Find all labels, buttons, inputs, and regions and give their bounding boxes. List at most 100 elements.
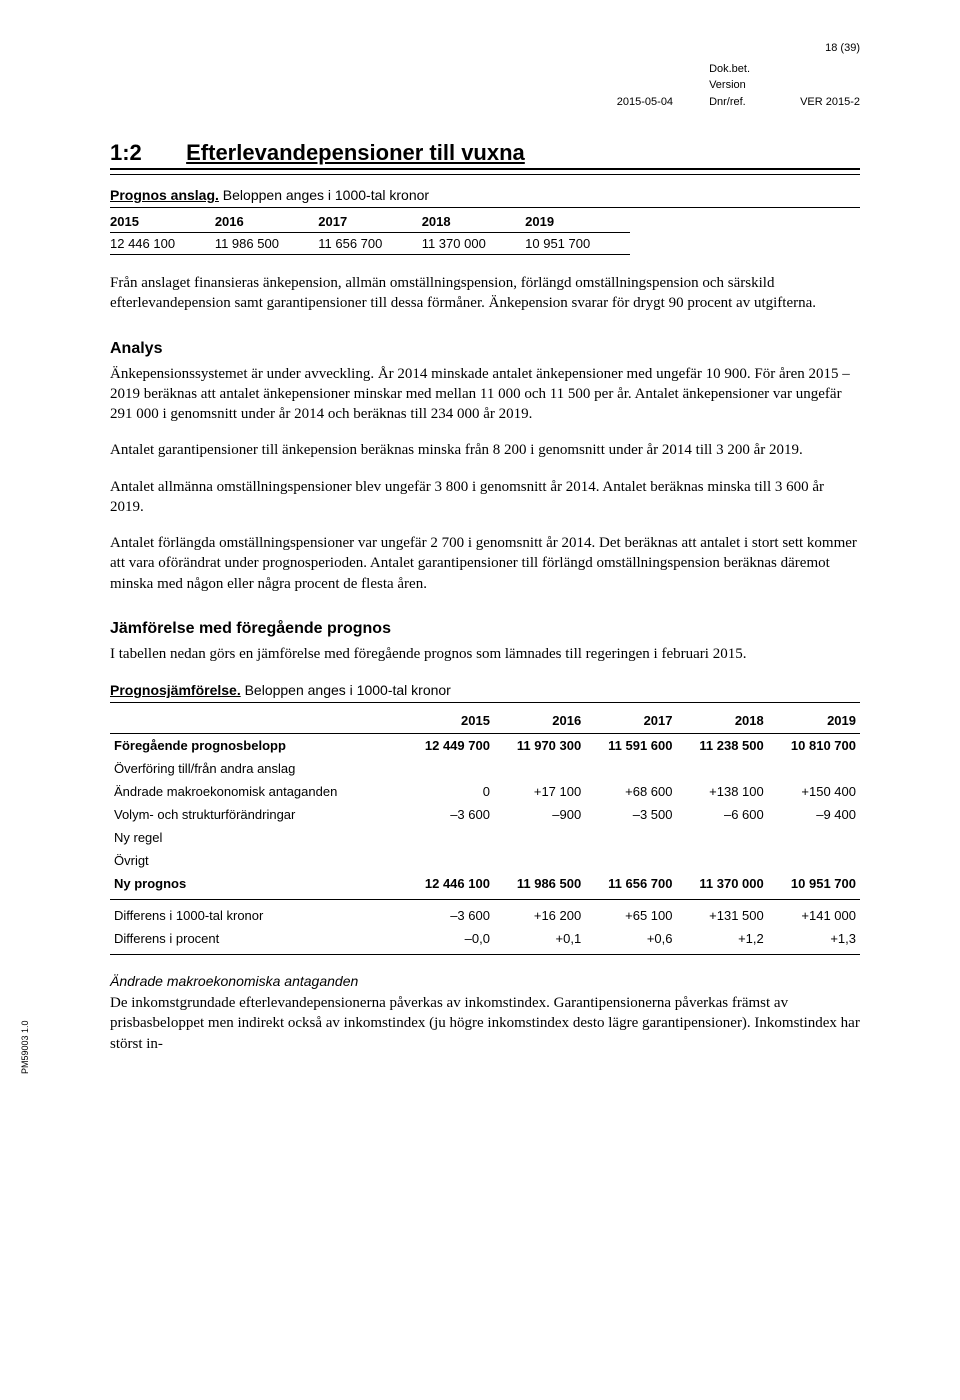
table-cell: –900 bbox=[494, 803, 585, 826]
table-cell: +150 400 bbox=[768, 780, 860, 803]
table-cell: –6 600 bbox=[676, 803, 767, 826]
table-cell: +0,1 bbox=[494, 927, 585, 955]
section-number: 1:2 bbox=[110, 140, 180, 166]
table-cell bbox=[402, 826, 494, 849]
table-cell bbox=[494, 826, 585, 849]
sub-heading: Ändrade makroekonomiska antaganden bbox=[110, 973, 860, 989]
table2-title: Prognosjämförelse. Beloppen anges i 1000… bbox=[110, 682, 860, 703]
header-dokbet-label: Dok.bet. bbox=[709, 61, 764, 78]
t1-h1: 2016 bbox=[215, 211, 318, 233]
t1-c2: 11 656 700 bbox=[318, 233, 421, 255]
table-cell bbox=[676, 757, 767, 780]
table-cell: +131 500 bbox=[676, 900, 767, 928]
t2-h0: 2015 bbox=[402, 703, 494, 734]
title-rule bbox=[110, 173, 860, 175]
table-cell: –9 400 bbox=[768, 803, 860, 826]
analys-p1: Änkepensionssystemet är under avveckling… bbox=[110, 364, 860, 425]
section-title: 1:2 Efterlevandepensioner till vuxna bbox=[110, 140, 860, 170]
table-cell bbox=[585, 757, 676, 780]
table-cell: +0,6 bbox=[585, 927, 676, 955]
t1-h0: 2015 bbox=[110, 211, 215, 233]
table2-title-rest: Beloppen anges i 1000-tal kronor bbox=[241, 682, 451, 698]
prognos-table: 2015 2016 2017 2018 2019 12 446 100 11 9… bbox=[110, 211, 630, 255]
table-cell: 11 591 600 bbox=[585, 734, 676, 758]
t1-c1: 11 986 500 bbox=[215, 233, 318, 255]
table-cell: +16 200 bbox=[494, 900, 585, 928]
t1-c3: 11 370 000 bbox=[422, 233, 525, 255]
table2-title-bold: Prognosjämförelse. bbox=[110, 682, 241, 698]
table-cell: +138 100 bbox=[676, 780, 767, 803]
table-cell: 12 446 100 bbox=[402, 872, 494, 900]
table-row-label: Ny regel bbox=[110, 826, 402, 849]
table-cell: +17 100 bbox=[494, 780, 585, 803]
table-cell: 10 810 700 bbox=[768, 734, 860, 758]
table-cell bbox=[402, 757, 494, 780]
table-row-label: Volym- och strukturförändringar bbox=[110, 803, 402, 826]
table-cell bbox=[402, 849, 494, 872]
t1-c4: 10 951 700 bbox=[525, 233, 630, 255]
t1-h2: 2017 bbox=[318, 211, 421, 233]
analys-heading: Analys bbox=[110, 340, 860, 358]
table1-title-rest: Beloppen anges i 1000-tal kronor bbox=[219, 187, 429, 203]
table-row-label: Differens i 1000-tal kronor bbox=[110, 900, 402, 928]
t2-h4: 2019 bbox=[768, 703, 860, 734]
analys-p4: Antalet förlängda omställningspensioner … bbox=[110, 533, 860, 594]
section-title-text: Efterlevandepensioner till vuxna bbox=[186, 140, 525, 165]
table-cell: 11 370 000 bbox=[676, 872, 767, 900]
table-row-label: Övrigt bbox=[110, 849, 402, 872]
table-cell: +1,3 bbox=[768, 927, 860, 955]
sub-paragraph: De inkomstgrundade efterlevandepensioner… bbox=[110, 993, 860, 1054]
table1-title-bold: Prognos anslag. bbox=[110, 187, 219, 203]
table-cell bbox=[768, 849, 860, 872]
t1-c0: 12 446 100 bbox=[110, 233, 215, 255]
table-cell bbox=[768, 757, 860, 780]
table-cell bbox=[676, 849, 767, 872]
t1-h4: 2019 bbox=[525, 211, 630, 233]
table-cell bbox=[494, 757, 585, 780]
table-cell bbox=[494, 849, 585, 872]
table-row-label: Föregående prognosbelopp bbox=[110, 734, 402, 758]
table-row-label: Ändrade makroekonomisk antaganden bbox=[110, 780, 402, 803]
table-cell bbox=[676, 826, 767, 849]
table-row-label: Differens i procent bbox=[110, 927, 402, 955]
table-cell: 10 951 700 bbox=[768, 872, 860, 900]
table-cell: –3 600 bbox=[402, 900, 494, 928]
header-dnrref-label: Dnr/ref. bbox=[709, 94, 764, 111]
jamfor-intro: I tabellen nedan görs en jämförelse med … bbox=[110, 644, 860, 664]
table-cell: 11 986 500 bbox=[494, 872, 585, 900]
table-row-label: Ny prognos bbox=[110, 872, 402, 900]
header-date: 2015-05-04 bbox=[617, 94, 673, 111]
analys-p2: Antalet garantipensioner till änkepensio… bbox=[110, 440, 860, 460]
table-cell bbox=[768, 826, 860, 849]
comparison-table: 2015 2016 2017 2018 2019 Föregående prog… bbox=[110, 703, 860, 955]
table1-title: Prognos anslag. Beloppen anges i 1000-ta… bbox=[110, 187, 860, 208]
table-cell: 11 656 700 bbox=[585, 872, 676, 900]
analys-p3: Antalet allmänna omställningspensioner b… bbox=[110, 477, 860, 518]
header-version-label: Version bbox=[709, 77, 764, 94]
table-cell: 11 970 300 bbox=[494, 734, 585, 758]
page-number: 18 (39) bbox=[617, 40, 860, 57]
intro-paragraph: Från anslaget finansieras änkepension, a… bbox=[110, 273, 860, 314]
jamfor-heading: Jämförelse med föregående prognos bbox=[110, 620, 860, 638]
table-cell: –0,0 bbox=[402, 927, 494, 955]
table-cell: –3 500 bbox=[585, 803, 676, 826]
table-cell bbox=[585, 849, 676, 872]
table-cell: +65 100 bbox=[585, 900, 676, 928]
header-version-value: VER 2015-2 bbox=[800, 94, 860, 111]
table-cell: 11 238 500 bbox=[676, 734, 767, 758]
table-cell: +1,2 bbox=[676, 927, 767, 955]
t2-h3: 2018 bbox=[676, 703, 767, 734]
t1-h3: 2018 bbox=[422, 211, 525, 233]
table-cell bbox=[585, 826, 676, 849]
table-cell: 12 449 700 bbox=[402, 734, 494, 758]
t2-h1: 2016 bbox=[494, 703, 585, 734]
t2-h2: 2017 bbox=[585, 703, 676, 734]
t2-h-label bbox=[110, 703, 402, 734]
page-header: 18 (39) Dok.bet. Version 2015-05-04 Dnr/… bbox=[110, 40, 860, 110]
table-row-label: Överföring till/från andra anslag bbox=[110, 757, 402, 780]
table-cell: +141 000 bbox=[768, 900, 860, 928]
side-code: PM59003 1.0 bbox=[20, 1020, 30, 1074]
table-cell: +68 600 bbox=[585, 780, 676, 803]
table-cell: 0 bbox=[402, 780, 494, 803]
table-cell: –3 600 bbox=[402, 803, 494, 826]
